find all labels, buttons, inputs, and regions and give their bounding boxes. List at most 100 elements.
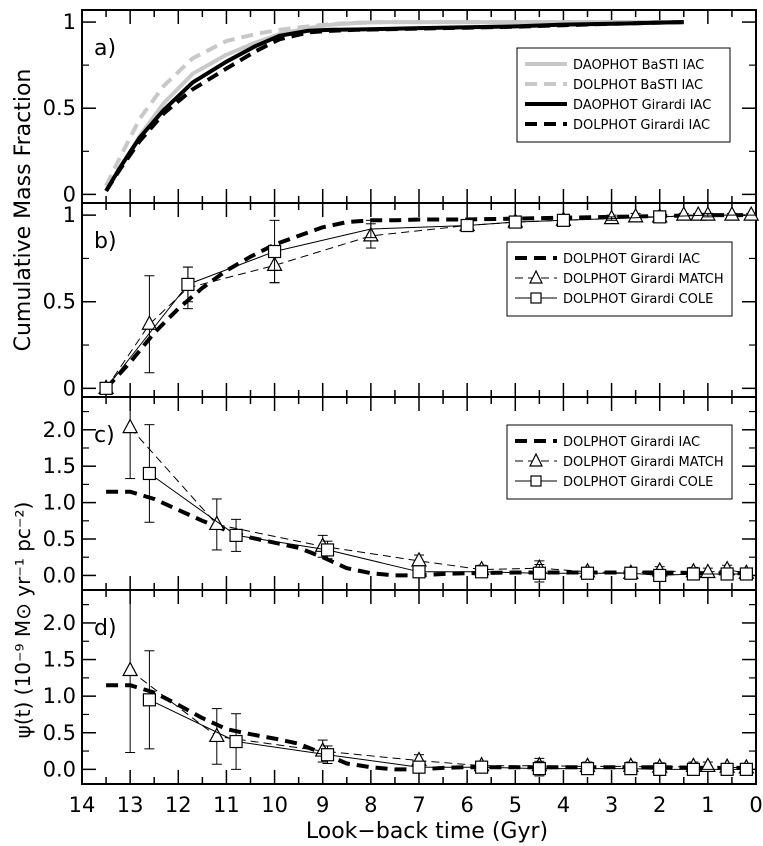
legend-entry: DOLPHOT Girardi COLE (515, 475, 713, 490)
x-tick-label: 13 (117, 793, 144, 817)
square-marker (412, 565, 426, 579)
legend-triangle-marker (529, 452, 543, 467)
panel-d: 14 13 12 11 10 9 8 7 6 5 4 3 2 1 00.00.51.01.52.0 d) (43, 589, 763, 817)
square-marker (229, 528, 243, 542)
series-dolphot-girardi-cole (142, 650, 753, 777)
x-tick-label: 4 (557, 793, 570, 817)
legend-entry: DOLPHOT Girardi IAC (515, 435, 700, 450)
square-marker (653, 210, 667, 224)
square-marker (686, 762, 701, 776)
legend-label: DOLPHOT Girardi IAC (563, 435, 700, 450)
legend-label: DOLPHOT Girardi MATCH (563, 272, 724, 287)
x-axis-label: Look−back time (Gyr) (306, 819, 548, 844)
series-dolphot-girardi-cole (142, 424, 753, 583)
x-tick-label: 9 (316, 793, 329, 817)
x-tick-label: 11 (213, 793, 240, 817)
triangle-marker (208, 727, 225, 743)
panel-label: d) (94, 616, 117, 641)
square-marker (142, 466, 156, 481)
y-tick-label: 0.5 (43, 721, 76, 745)
legend-label: DOLPHOT Girardi IAC (573, 118, 710, 133)
square-marker (474, 565, 489, 579)
legend-label: DOLPHOT Girardi COLE (563, 292, 713, 307)
triangle-marker (627, 207, 644, 223)
square-marker (532, 762, 546, 776)
legend-triangle-marker (529, 269, 543, 284)
y-axis-label-bottom: ψ(t) (10⁻⁹ M⊙ yr⁻¹ pc⁻²) (11, 502, 35, 739)
legend-label: DOLPHOT BaSTI IAC (573, 78, 703, 93)
series-line (106, 489, 756, 578)
square-marker (720, 762, 734, 776)
y-axis-label-top: Cumulative Mass Fraction (11, 69, 36, 352)
triangle-marker (723, 205, 740, 221)
square-marker (686, 567, 701, 581)
square-marker (624, 762, 638, 776)
x-tick-label: 2 (653, 793, 666, 817)
series-line (104, 20, 684, 187)
y-tick-label: 0 (63, 182, 76, 206)
series-line (149, 699, 747, 770)
triangle-marker (208, 515, 225, 531)
legend-entry: DOLPHOT Girardi IAC (515, 252, 700, 267)
legend-entry: DOLPHOT Girardi IAC (525, 118, 710, 133)
triangle-marker (122, 661, 139, 677)
y-tick-label: 0.5 (43, 290, 76, 314)
triangle-marker (675, 205, 692, 221)
legend-box (506, 424, 733, 500)
legend: DOLPHOT Girardi IAC DOLPHOT Girardi MATCH… (506, 241, 733, 317)
triangle-marker (743, 205, 760, 221)
square-marker (580, 566, 595, 580)
y-tick-label: 1 (63, 203, 76, 227)
x-tick-label: 5 (509, 793, 522, 817)
square-marker (229, 734, 243, 749)
square-marker (474, 760, 489, 774)
square-marker (320, 748, 335, 762)
y-tick-label: 0.0 (43, 757, 76, 781)
square-marker (739, 762, 753, 776)
legend-square-marker (530, 475, 542, 487)
legend-entry: DOLPHOT Girardi MATCH (515, 452, 724, 470)
x-tick-label: 8 (364, 793, 377, 817)
x-tick-label: 0 (749, 793, 762, 817)
square-marker (720, 567, 734, 581)
y-tick-label: 1.0 (43, 684, 76, 708)
panels-group: 0 0.5 1 a) DAOPHOT BaSTI IAC DOLPHOT BaSTI IA… (43, 9, 763, 817)
triangle-marker (690, 205, 707, 221)
x-tick-label: 3 (605, 793, 618, 817)
square-marker (624, 566, 638, 580)
square-marker (460, 218, 474, 233)
panel-label: a) (94, 36, 116, 61)
legend-label: DOLPHOT Girardi IAC (563, 252, 700, 267)
y-tick-label: 1 (63, 10, 76, 34)
panel-a: 0 0.5 1 a) DAOPHOT BaSTI IAC DOLPHOT BaSTI IA… (43, 9, 757, 206)
triangle-marker (122, 418, 139, 434)
square-marker (532, 566, 546, 580)
x-tick-label: 7 (412, 793, 425, 817)
square-marker (99, 381, 113, 395)
panel-label: c) (94, 423, 115, 448)
y-tick-label: 2.0 (43, 611, 76, 635)
y-tick-label: 1.0 (43, 491, 76, 515)
x-tick-label: 6 (460, 793, 473, 817)
x-tick-label: 14 (69, 793, 96, 817)
series-dolphot-girardi-iac (106, 489, 756, 578)
legend-box (506, 241, 733, 317)
triangle-marker (699, 757, 716, 773)
legend-entry: DAOPHOT Girardi IAC (525, 98, 711, 113)
series-dolphot-girardi-match (122, 589, 755, 774)
y-tick-label: 1.5 (43, 454, 76, 478)
series-dolphot-girardi-cole (99, 210, 756, 395)
legend: DOLPHOT Girardi IAC DOLPHOT Girardi MATCH… (506, 424, 733, 500)
legend-label: DAOPHOT BaSTI IAC (573, 58, 704, 73)
legend-square-marker (530, 292, 542, 304)
x-tick-label: 10 (261, 793, 288, 817)
square-marker (142, 693, 156, 707)
y-tick-label: 1.5 (43, 648, 76, 672)
square-marker (653, 568, 667, 583)
legend-label: DOLPHOT Girardi MATCH (563, 455, 724, 470)
square-marker (181, 277, 195, 292)
panel-c: 0.00.51.01.52.0 c) DOLPHOT Girardi IACDOLP… (43, 396, 757, 591)
y-tick-label: 0.5 (43, 96, 76, 120)
